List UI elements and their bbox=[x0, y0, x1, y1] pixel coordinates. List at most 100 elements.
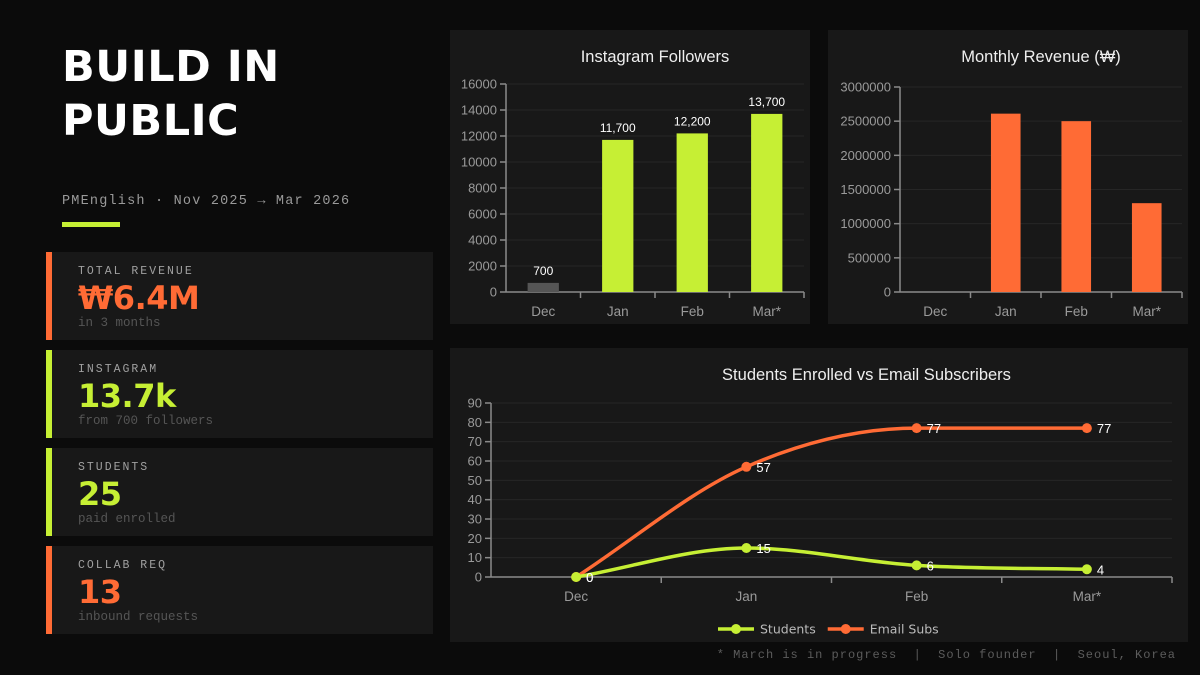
y-tick-label: 10 bbox=[468, 550, 482, 565]
data-label: 11,700 bbox=[600, 121, 636, 135]
y-tick-label: 10000 bbox=[461, 155, 497, 170]
x-tick-label: Feb bbox=[905, 589, 928, 604]
data-point bbox=[571, 572, 582, 582]
stat-value: ₩6.4M bbox=[78, 279, 200, 317]
legend-marker bbox=[731, 624, 741, 634]
data-point bbox=[1081, 564, 1092, 575]
y-tick-label: 14000 bbox=[461, 103, 497, 118]
y-tick-label: 0 bbox=[475, 570, 482, 585]
y-tick-label: 30 bbox=[468, 512, 482, 527]
data-label: 57 bbox=[756, 460, 770, 475]
data-point bbox=[911, 423, 922, 434]
y-tick-label: 0 bbox=[884, 285, 891, 300]
title-line-1: BUILD IN bbox=[62, 42, 280, 92]
instagram-followers-chart: Instagram Followers 0 2000 4000 6000 8000 1000… bbox=[461, 48, 805, 319]
stat-label: COLLAB REQ bbox=[78, 559, 168, 572]
stat-label: TOTAL REVENUE bbox=[78, 265, 194, 278]
data-label: 4 bbox=[1097, 562, 1104, 577]
chart-title: Instagram Followers bbox=[581, 48, 730, 66]
y-tick-label: 4000 bbox=[468, 233, 497, 248]
stat-label: INSTAGRAM bbox=[78, 363, 159, 376]
x-tick-label: Jan bbox=[735, 589, 757, 604]
instagram-chart-panel: Instagram Followers 0 2000 4000 6000 8000 1000… bbox=[450, 30, 810, 324]
legend-label: Students bbox=[760, 622, 816, 637]
footer-note: * March is in progress | Solo founder | … bbox=[716, 648, 1176, 662]
stat-card-students: STUDENTS 25 paid enrolled bbox=[46, 448, 433, 536]
bar bbox=[602, 139, 634, 292]
x-tick-label: Jan bbox=[995, 304, 1017, 319]
bar bbox=[676, 133, 708, 292]
legend-label: Email Subs bbox=[870, 622, 939, 637]
stat-sub: in 3 months bbox=[78, 316, 161, 330]
y-tick-label: 16000 bbox=[461, 77, 497, 92]
y-tick-label: 500000 bbox=[848, 250, 891, 265]
y-tick-label: 3000000 bbox=[840, 80, 891, 95]
y-tick-label: 8000 bbox=[468, 181, 497, 196]
x-tick-label: Feb bbox=[681, 304, 704, 319]
stat-sub: inbound requests bbox=[78, 610, 199, 624]
y-tick-label: 70 bbox=[468, 434, 482, 449]
y-tick-label: 1500000 bbox=[840, 182, 891, 197]
series-line bbox=[575, 546, 1087, 579]
data-label: 77 bbox=[1097, 421, 1111, 436]
y-tick-label: 1000000 bbox=[840, 216, 891, 231]
revenue-chart-panel: Monthly Revenue (₩) 0 500000 1000000 1500000… bbox=[828, 30, 1188, 324]
page-title: BUILD IN PUBLIC bbox=[62, 40, 280, 148]
data-point bbox=[911, 560, 922, 571]
x-tick-label: Dec bbox=[923, 304, 947, 319]
data-label: 6 bbox=[927, 558, 934, 573]
chart-title: Monthly Revenue (₩) bbox=[961, 48, 1121, 66]
x-tick-label: Jan bbox=[607, 304, 629, 319]
y-tick-label: 2500000 bbox=[840, 114, 891, 129]
y-tick-label: 20 bbox=[468, 531, 482, 546]
stat-value: 13 bbox=[78, 573, 122, 611]
x-tick-label: Mar* bbox=[752, 304, 781, 319]
bar bbox=[1131, 203, 1162, 292]
chart-title: Students Enrolled vs Email Subscribers bbox=[722, 366, 1011, 384]
y-tick-label: 80 bbox=[468, 415, 482, 430]
data-label: 700 bbox=[533, 264, 553, 278]
stat-card-instagram: INSTAGRAM 13.7k from 700 followers bbox=[46, 350, 433, 438]
stat-sub: paid enrolled bbox=[78, 512, 176, 526]
data-point bbox=[741, 543, 752, 553]
data-point bbox=[741, 461, 752, 472]
y-tick-label: 2000000 bbox=[840, 148, 891, 163]
data-label: 0 bbox=[586, 570, 593, 585]
x-tick-label: Feb bbox=[1065, 304, 1088, 319]
y-tick-label: 0 bbox=[490, 285, 497, 300]
data-label: 12,200 bbox=[674, 114, 711, 128]
monthly-revenue-chart: Monthly Revenue (₩) 0 500000 1000000 1500000… bbox=[840, 48, 1183, 319]
y-tick-label: 6000 bbox=[468, 207, 497, 222]
stat-sub: from 700 followers bbox=[78, 414, 214, 428]
x-tick-label: Mar* bbox=[1073, 589, 1102, 604]
bar bbox=[990, 113, 1021, 293]
stat-label: STUDENTS bbox=[78, 461, 150, 474]
stat-value: 13.7k bbox=[78, 377, 176, 415]
y-tick-label: 60 bbox=[468, 454, 482, 469]
data-label: 0 bbox=[586, 570, 593, 585]
series-line bbox=[575, 426, 1087, 579]
students-vs-emails-chart: Students Enrolled vs Email Subscribers 0 1… bbox=[468, 366, 1173, 637]
page-subtitle: PMEnglish · Nov 2025 → Mar 2026 bbox=[62, 194, 351, 209]
x-tick-label: Dec bbox=[531, 304, 555, 319]
data-point bbox=[1081, 423, 1092, 434]
data-label: 77 bbox=[927, 421, 941, 436]
bar bbox=[751, 113, 783, 293]
accent-bar bbox=[62, 222, 120, 227]
stat-card-collab-req: COLLAB REQ 13 inbound requests bbox=[46, 546, 433, 634]
data-label: 13,700 bbox=[748, 95, 785, 109]
x-tick-label: Mar* bbox=[1132, 304, 1161, 319]
y-tick-label: 50 bbox=[468, 473, 482, 488]
y-tick-label: 40 bbox=[468, 492, 482, 507]
students-emails-chart-panel: Students Enrolled vs Email Subscribers 0 1… bbox=[450, 348, 1188, 642]
stat-card-total-revenue: TOTAL REVENUE ₩6.4M in 3 months bbox=[46, 252, 433, 340]
stat-value: 25 bbox=[78, 475, 122, 513]
bar bbox=[527, 282, 559, 292]
legend-marker bbox=[840, 624, 851, 634]
title-line-2: PUBLIC bbox=[62, 96, 240, 146]
data-label: 15 bbox=[756, 541, 770, 556]
y-tick-label: 2000 bbox=[468, 259, 497, 274]
y-tick-label: 90 bbox=[468, 396, 482, 411]
x-tick-label: Dec bbox=[564, 589, 588, 604]
bar bbox=[1061, 121, 1092, 293]
